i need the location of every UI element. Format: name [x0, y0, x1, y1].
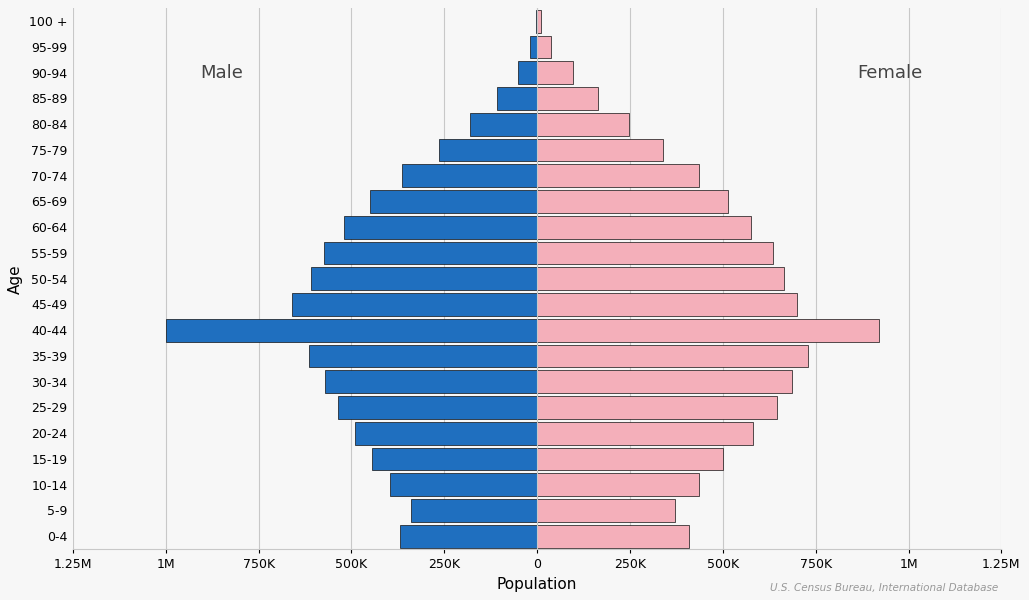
Bar [536, 10, 537, 32]
Bar [311, 268, 537, 290]
Bar [537, 344, 809, 367]
Bar [339, 396, 537, 419]
Bar [292, 293, 537, 316]
Bar [537, 499, 675, 522]
Bar [390, 473, 537, 496]
Bar [537, 113, 630, 136]
Bar [470, 113, 537, 136]
Bar [325, 370, 537, 393]
Bar [537, 242, 773, 264]
Bar [537, 448, 723, 470]
Bar [537, 293, 797, 316]
Bar [537, 370, 791, 393]
Text: Male: Male [200, 64, 243, 82]
Bar [537, 35, 552, 58]
Bar [438, 139, 537, 161]
Bar [537, 10, 541, 32]
X-axis label: Population: Population [497, 577, 577, 592]
Bar [411, 499, 537, 522]
Bar [400, 525, 537, 548]
Bar [344, 216, 537, 239]
Bar [537, 319, 879, 341]
Bar [371, 448, 537, 470]
Bar [537, 139, 664, 161]
Bar [537, 473, 699, 496]
Text: U.S. Census Bureau, International Database: U.S. Census Bureau, International Databa… [770, 583, 998, 593]
Bar [401, 164, 537, 187]
Bar [537, 190, 729, 213]
Bar [497, 87, 537, 110]
Bar [537, 216, 751, 239]
Y-axis label: Age: Age [8, 264, 24, 293]
Bar [370, 190, 537, 213]
Bar [531, 35, 537, 58]
Bar [166, 319, 537, 341]
Bar [537, 422, 752, 445]
Bar [537, 87, 599, 110]
Bar [355, 422, 537, 445]
Bar [324, 242, 537, 264]
Bar [537, 61, 573, 84]
Bar [309, 344, 537, 367]
Bar [537, 396, 777, 419]
Bar [537, 525, 689, 548]
Text: Female: Female [857, 64, 923, 82]
Bar [537, 164, 699, 187]
Bar [537, 268, 784, 290]
Bar [518, 61, 537, 84]
